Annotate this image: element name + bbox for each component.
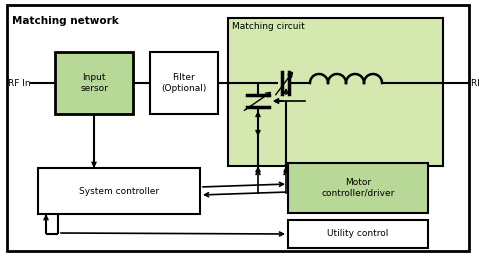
Bar [228,18,443,166]
Text: Matching circuit: Matching circuit [232,22,305,31]
Text: Utility control: Utility control [327,230,388,238]
Text: System controller: System controller [79,187,159,196]
Bar [150,52,218,114]
Text: RF Out: RF Out [471,78,479,87]
Bar [288,163,428,213]
Text: Motor
controller/driver: Motor controller/driver [321,178,395,198]
Text: RF In: RF In [8,78,31,87]
Bar [55,52,133,114]
Bar [38,168,200,214]
Text: Matching network: Matching network [12,16,119,26]
Text: Filter
(Optional): Filter (Optional) [161,73,206,93]
Text: Input
sersor: Input sersor [80,73,108,93]
Bar [288,220,428,248]
